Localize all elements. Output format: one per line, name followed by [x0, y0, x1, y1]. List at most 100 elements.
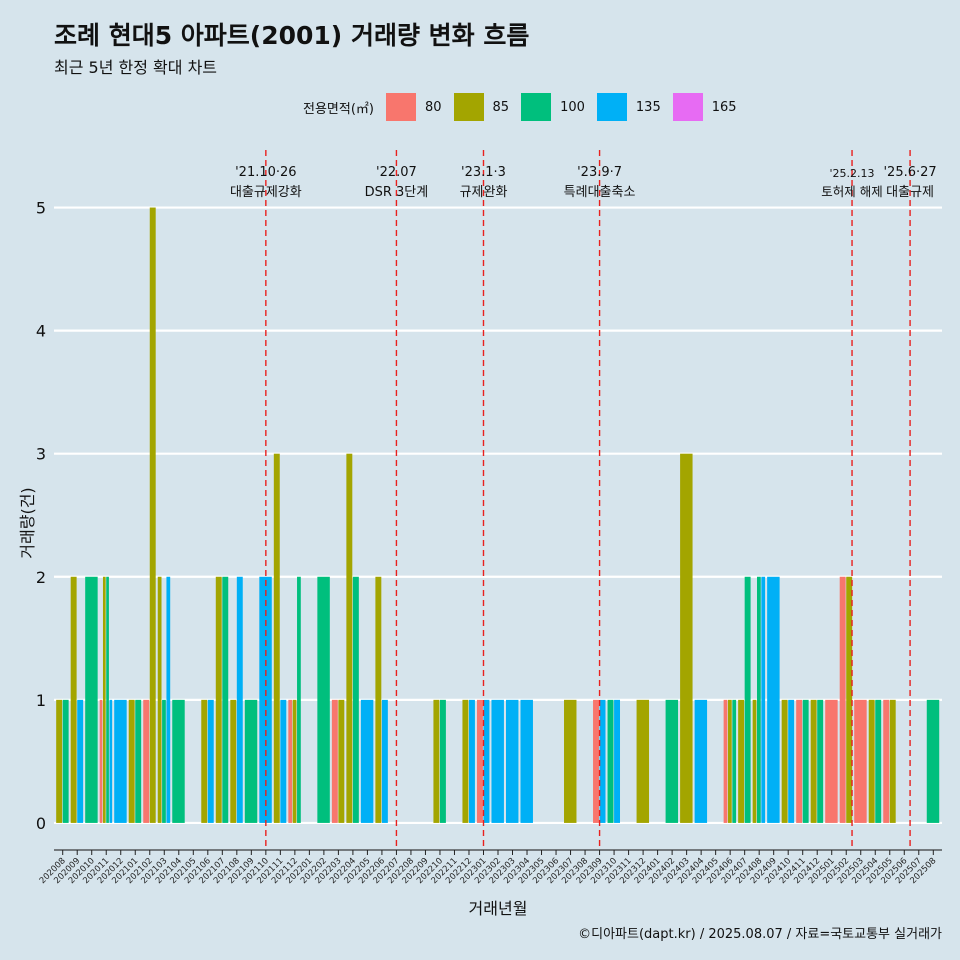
bar: [280, 699, 287, 823]
event-label: 대출규제: [886, 185, 934, 200]
bar: [102, 576, 106, 823]
event-date: '22.07: [376, 165, 417, 180]
bar: [317, 576, 330, 823]
legend-swatch: [596, 93, 627, 121]
bar: [875, 699, 882, 823]
event-date: '25.2.13: [830, 167, 875, 180]
bar: [889, 699, 896, 823]
bar: [757, 576, 761, 823]
bar: [926, 699, 940, 823]
bar: [462, 699, 469, 823]
legend-item-135: 135: [596, 93, 661, 121]
bar: [744, 576, 751, 823]
event-date: '23.1·3: [461, 165, 506, 180]
bar: [62, 699, 69, 823]
bar: [468, 699, 475, 823]
bar: [476, 699, 483, 823]
y-tick-label: 4: [36, 322, 46, 341]
bar: [727, 699, 732, 823]
legend-swatch: [521, 93, 552, 121]
bar: [593, 699, 599, 823]
bar: [109, 699, 113, 823]
y-tick-label: 3: [36, 445, 46, 464]
bar: [810, 699, 817, 823]
source-caption: ©디아파트(dapt.kr) / 2025.08.07 / 자료=국토교통부 실…: [578, 927, 942, 942]
bar: [505, 699, 519, 823]
event-date: '21.10·26: [235, 165, 296, 180]
bar: [788, 699, 795, 823]
bar: [802, 699, 809, 823]
legend-item-80: 80: [385, 93, 442, 121]
bar: [288, 699, 293, 823]
legend-label: 135: [635, 99, 661, 115]
legend: 전용면적(㎡) 80 85 100 135 165: [303, 93, 749, 121]
legend-item-165: 165: [672, 93, 737, 121]
legend-swatch: [672, 93, 703, 121]
legend-swatch: [453, 93, 484, 121]
event-label: DSR 3단계: [365, 185, 429, 200]
bar: [331, 699, 338, 823]
bar: [825, 699, 838, 823]
bar: [346, 453, 353, 823]
y-axis-title: 거래량(건): [18, 487, 37, 558]
bar: [796, 699, 803, 823]
bar: [297, 576, 301, 823]
event-label: 규제완화: [460, 185, 508, 200]
bar: [244, 699, 258, 823]
bar: [439, 699, 446, 823]
bar: [732, 699, 737, 823]
bar: [607, 699, 614, 823]
bar: [636, 699, 650, 823]
bar: [56, 699, 63, 823]
bar: [149, 207, 156, 823]
bar: [868, 699, 875, 823]
legend-title: 전용면적(㎡): [303, 101, 374, 117]
bar: [817, 699, 824, 823]
legend-item-85: 85: [453, 93, 509, 121]
bar: [222, 576, 229, 823]
bar: [491, 699, 504, 823]
event-label: 토허제 해제: [821, 184, 882, 199]
bar: [520, 699, 533, 823]
bar: [135, 699, 142, 823]
bar: [207, 699, 214, 823]
bar: [723, 699, 728, 823]
bar: [259, 576, 272, 823]
y-tick-label: 5: [36, 199, 46, 218]
bar: [694, 699, 708, 823]
bar: [162, 699, 166, 823]
bar: [767, 576, 780, 823]
bar: [215, 576, 222, 823]
bar: [599, 699, 606, 823]
y-tick-label: 1: [36, 691, 46, 710]
bar: [352, 576, 359, 823]
bar: [106, 576, 109, 823]
bar: [273, 453, 280, 823]
legend-label: 100: [560, 99, 585, 115]
bar: [157, 576, 162, 823]
bar: [143, 699, 150, 823]
legend-label: 80: [424, 99, 442, 115]
legend-label: 165: [711, 99, 737, 115]
bar: [114, 699, 127, 823]
event-date: '23.9·7: [577, 165, 622, 180]
bar: [375, 576, 382, 823]
y-tick-label: 2: [36, 568, 46, 587]
bar: [483, 699, 490, 823]
chart-subtitle: 최근 5년 한정 확대 차트: [54, 58, 218, 77]
bar: [883, 699, 890, 823]
bar: [77, 699, 84, 823]
bar: [166, 576, 171, 823]
event-label: 특례대출축소: [564, 185, 636, 200]
legend-swatch: [385, 93, 416, 121]
bar: [360, 699, 374, 823]
bar: [85, 576, 98, 823]
bar: [854, 699, 867, 823]
legend-item-100: 100: [521, 93, 585, 121]
event-date: '25.6·27: [883, 165, 936, 180]
bar: [781, 699, 788, 823]
bar: [201, 699, 208, 823]
bar: [99, 699, 103, 823]
bar: [236, 576, 243, 823]
